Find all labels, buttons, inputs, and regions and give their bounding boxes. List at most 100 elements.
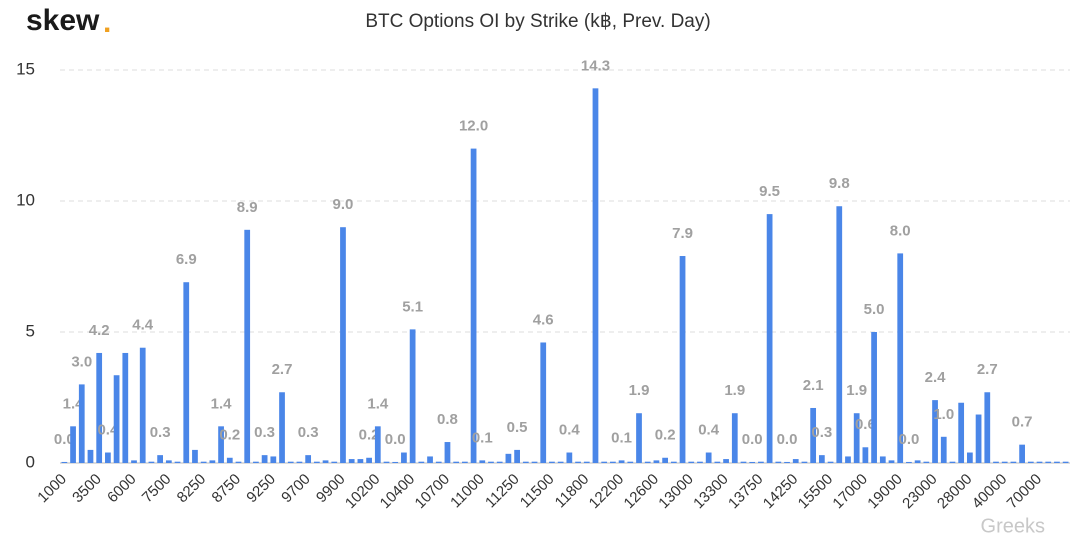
- bar: [366, 457, 372, 463]
- bar: [1010, 461, 1017, 463]
- x-tick-label: 28000: [934, 471, 976, 513]
- bar: [958, 402, 965, 463]
- bar: [1027, 461, 1034, 463]
- bar: [740, 461, 747, 463]
- data-label: 9.8: [829, 175, 850, 192]
- bar: [131, 460, 137, 463]
- bar: [209, 460, 216, 463]
- data-label: 1.4: [211, 395, 233, 412]
- bar: [540, 342, 547, 463]
- bar: [87, 449, 94, 463]
- x-tick-label: 10400: [377, 471, 419, 513]
- y-tick-label: 10: [16, 190, 35, 209]
- bar: [105, 452, 111, 463]
- bar: [888, 460, 895, 463]
- bar: [261, 455, 268, 463]
- bar: [409, 329, 416, 463]
- data-label: 2.7: [272, 361, 293, 378]
- bar: [113, 375, 120, 463]
- bar: [313, 461, 320, 463]
- y-tick-label: 15: [16, 59, 35, 78]
- bar: [522, 461, 529, 463]
- bar: [758, 461, 764, 463]
- data-label: 8.0: [890, 222, 911, 239]
- data-label: 2.7: [977, 361, 998, 378]
- x-tick-label: 12600: [621, 471, 663, 513]
- x-tick-label: 7500: [139, 471, 175, 507]
- chart-title: BTC Options OI by Strike (k฿, Prev. Day): [365, 11, 710, 32]
- data-label: 0.6: [855, 416, 876, 433]
- x-tick-label: 6000: [104, 471, 140, 507]
- bar: [96, 352, 103, 463]
- bar: [418, 461, 425, 463]
- bar: [827, 461, 834, 463]
- x-tick-label: 19000: [864, 471, 906, 513]
- bar: [322, 460, 329, 463]
- bar: [845, 456, 851, 463]
- data-label: 8.9: [237, 199, 258, 216]
- bar: [810, 407, 817, 463]
- data-label: 12.0: [459, 118, 488, 135]
- bar: [340, 227, 346, 463]
- bar: [897, 253, 904, 463]
- bar: [592, 88, 599, 463]
- bar: [1019, 444, 1025, 463]
- bar: [679, 256, 686, 463]
- data-label: 0.7: [1012, 414, 1033, 431]
- bar: [966, 452, 973, 463]
- bar: [383, 461, 390, 463]
- data-label: 0.0: [898, 431, 919, 448]
- bar: [192, 449, 198, 463]
- data-label: 2.1: [803, 377, 824, 394]
- x-tick-label: 11800: [552, 471, 593, 512]
- bar: [766, 214, 773, 463]
- data-label: 0.1: [611, 429, 632, 446]
- bar: [331, 461, 338, 463]
- x-tick-label: 1000: [34, 471, 70, 507]
- bar: [836, 206, 843, 464]
- data-label: 0.5: [507, 419, 528, 436]
- bar: [244, 229, 251, 463]
- bar: [435, 461, 442, 463]
- data-label: 0.4: [97, 421, 119, 438]
- watermark: Greeks: [981, 515, 1045, 537]
- bar: [993, 461, 999, 463]
- bar: [984, 392, 991, 463]
- bar: [932, 400, 938, 463]
- y-tick-label: 0: [26, 452, 35, 471]
- x-tick-label: 11000: [447, 471, 488, 512]
- bar: [1054, 461, 1060, 463]
- bar: [157, 455, 164, 463]
- bar: [70, 426, 76, 463]
- bar: [453, 461, 460, 463]
- bar: [1062, 461, 1069, 463]
- bar: [670, 461, 677, 463]
- bar: [218, 426, 224, 463]
- data-label: 1.9: [629, 382, 650, 399]
- data-label: 0.0: [54, 431, 75, 448]
- x-tick-label: 40000: [969, 471, 1011, 513]
- data-label: 0.4: [698, 421, 720, 438]
- data-label: 1.4: [367, 395, 389, 412]
- bar: [348, 459, 355, 463]
- bar: [914, 460, 921, 463]
- data-label: 0.1: [472, 429, 493, 446]
- x-tick-label: 8250: [174, 471, 210, 507]
- bar: [688, 461, 695, 463]
- bar: [723, 459, 729, 463]
- data-label: 0.4: [559, 421, 581, 438]
- x-tick-label: 9700: [278, 471, 314, 507]
- bar: [226, 457, 233, 463]
- x-tick-label: 13000: [655, 471, 697, 513]
- bar: [871, 332, 877, 463]
- bar: [139, 347, 146, 463]
- x-tick-label: 13750: [725, 471, 767, 513]
- bar: [174, 461, 181, 463]
- bar: [940, 436, 947, 463]
- bar: [1036, 461, 1043, 463]
- brand: skew: [26, 4, 100, 37]
- bar: [392, 461, 399, 463]
- bar: [653, 460, 660, 463]
- data-label: 6.9: [176, 251, 197, 268]
